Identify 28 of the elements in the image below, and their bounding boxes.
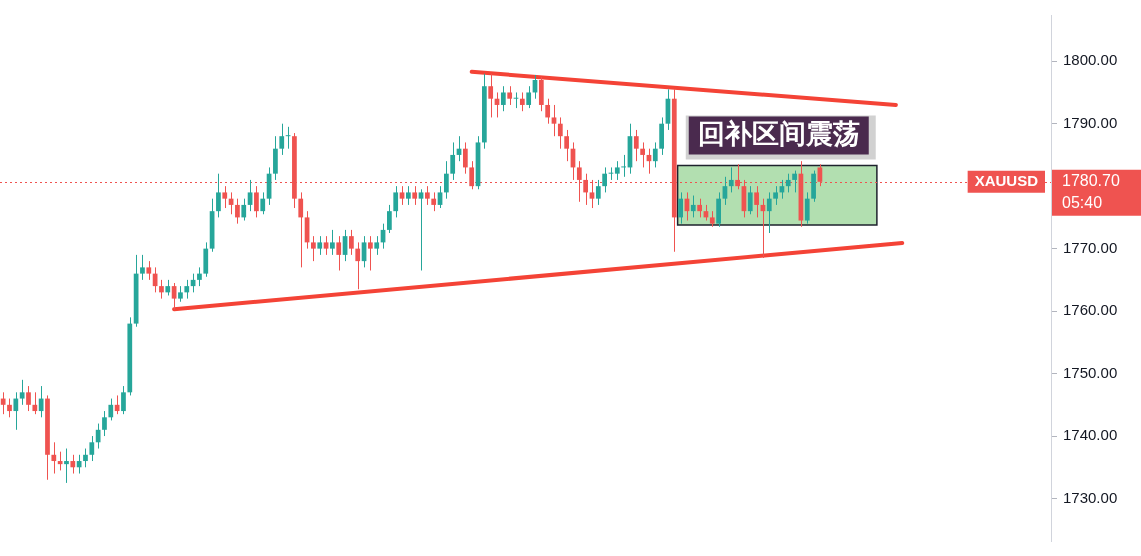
candlestick [773,185,778,206]
candlestick [507,85,513,106]
ref-line-label: XAUUSD [974,171,1039,189]
candlestick [178,285,183,303]
y-tick-label: 1790.00 [1063,113,1118,131]
candlestick [330,229,335,256]
candlestick [614,160,620,181]
candlestick [374,235,380,256]
candlestick [146,260,152,281]
y-tick-label: 1800.00 [1063,51,1118,69]
y-tick-label: 1740.00 [1063,426,1118,444]
text: 05:40 [1062,194,1103,212]
candlestick [709,210,715,228]
text: 1780.70 [1062,172,1120,190]
y-tick-label: 1730.00 [1063,488,1118,506]
candlestick [424,185,430,206]
candlestick [19,379,25,406]
annotation: 回补区间震荡 [697,117,860,149]
y-tick-label: 1750.00 [1063,363,1118,381]
y-tick-label: 1770.00 [1063,238,1118,256]
candlestick [368,235,373,271]
candlestick [406,185,411,206]
candlestick [311,235,316,262]
candlestick [412,185,418,206]
candlestick [222,185,228,209]
candlestick [140,254,145,281]
y-tick-label: 1760.00 [1063,301,1118,319]
candlestick [317,235,323,256]
